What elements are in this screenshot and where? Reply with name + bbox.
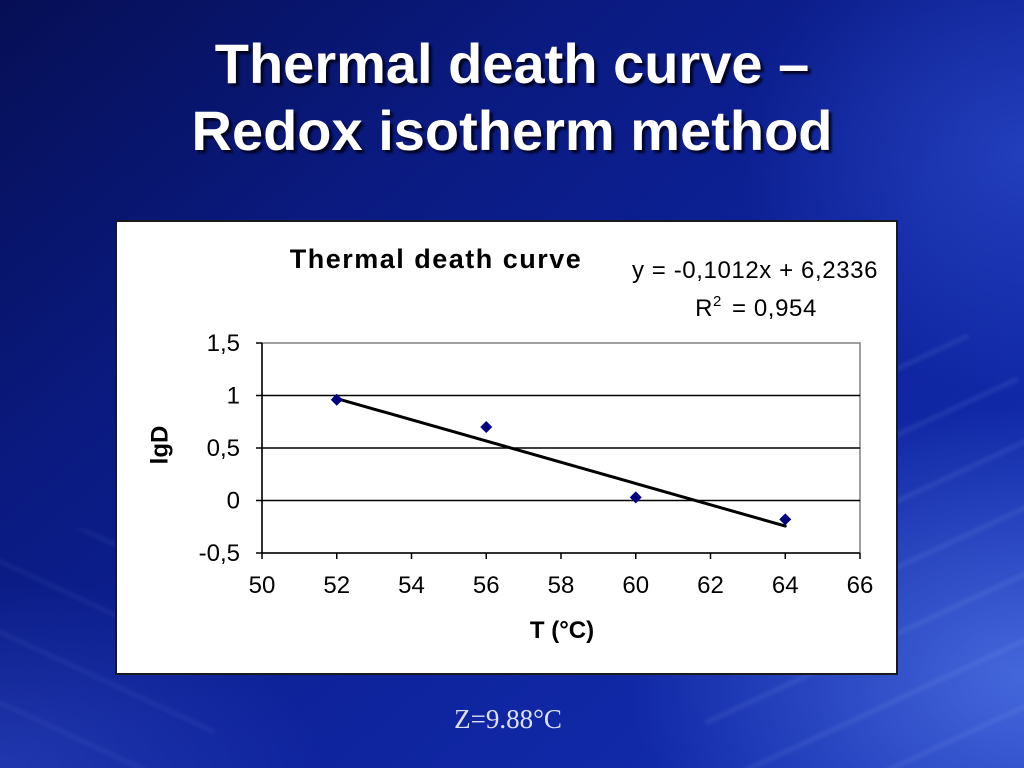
y-tick-label: -0,5: [199, 540, 240, 567]
x-tick-label: 50: [249, 572, 276, 599]
z-value-note: Z=9.88°C: [454, 704, 562, 734]
x-tick-label: 62: [697, 572, 724, 599]
x-tick-label: 60: [622, 572, 649, 599]
x-axis-label: T (°C): [530, 617, 594, 644]
y-tick-label: 0: [227, 488, 240, 515]
data-point: [330, 393, 343, 406]
chart-container: Thermal death curve y = -0,1012x + 6,233…: [115, 220, 898, 675]
slide-title-line-1: Thermal death curve –: [214, 32, 810, 95]
r-squared-value: = 0,954: [732, 295, 817, 322]
data-point: [480, 421, 493, 433]
chart-title: Thermal death curve: [290, 244, 583, 274]
x-tick-label: 54: [398, 572, 425, 599]
slide-title-line-2: Redox isotherm method: [191, 99, 833, 162]
thermal-death-curve-chart: Thermal death curve y = -0,1012x + 6,233…: [147, 244, 878, 644]
x-tick-label: 66: [847, 572, 874, 599]
plot-area: 1,5 1 0,5 0 -0,5 50 52 54 56 58 60 62 64 66: [199, 330, 874, 599]
data-point: [779, 513, 792, 526]
trendline-equation: y = -0,1012x + 6,2336: [632, 257, 878, 284]
y-tick-label: 0,5: [207, 435, 240, 462]
x-tick-label: 64: [772, 572, 799, 599]
r-squared-symbol: R: [695, 295, 713, 322]
data-point: [629, 491, 642, 504]
y-tick-label: 1,5: [207, 330, 240, 357]
x-tick-label: 58: [548, 572, 575, 599]
trendline: [335, 397, 787, 528]
y-tick-label: 1: [227, 383, 240, 410]
y-axis-label: lgD: [147, 426, 174, 465]
r-squared-label: R2 = 0,954: [695, 293, 817, 322]
r-squared-exponent: 2: [713, 293, 722, 310]
x-tick-label: 56: [473, 572, 500, 599]
slide-title: Thermal death curve – Redox isotherm met…: [0, 30, 1024, 164]
x-tick-label: 52: [323, 572, 350, 599]
